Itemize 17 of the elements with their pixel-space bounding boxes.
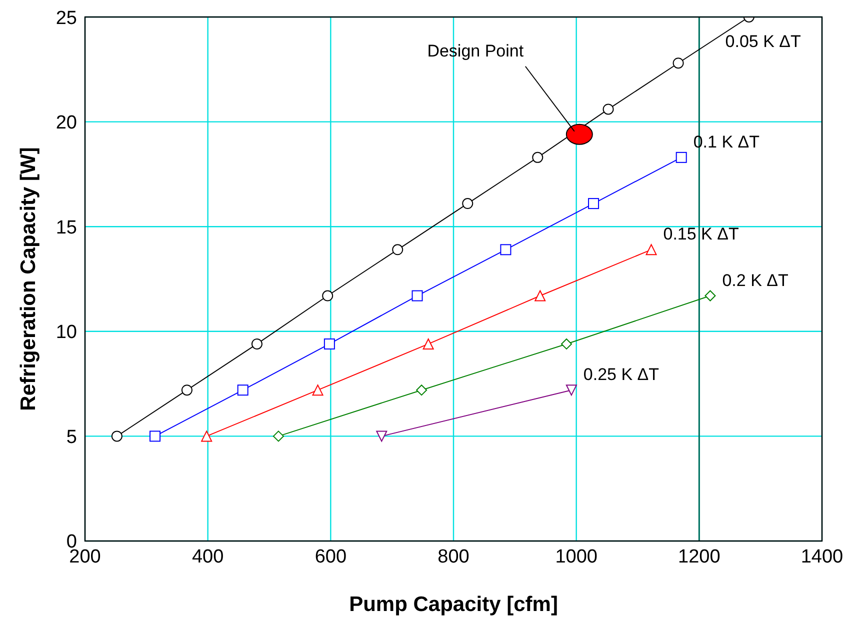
y-tick-label: 25 [56, 8, 77, 29]
series-label: 0.05 K ΔT [725, 32, 801, 51]
series-label: 0.15 K ΔT [663, 224, 739, 244]
x-tick-label: 400 [192, 546, 224, 568]
x-tick-label: 800 [438, 546, 470, 568]
y-axis-title: Refrigeration Capacity [W] [17, 147, 40, 411]
x-tick-label: 1400 [800, 546, 844, 568]
y-tick-label: 15 [56, 217, 77, 238]
series-label: 0.2 K ΔT [722, 270, 788, 290]
series-label: 0.25 K ΔT [583, 365, 660, 384]
x-tick-label: 1200 [678, 546, 720, 568]
x-tick-label: 1000 [555, 546, 598, 568]
y-tick-label: 10 [56, 322, 77, 344]
y-tick-label: 20 [56, 112, 77, 134]
x-tick-label: 600 [314, 546, 347, 568]
y-tick-label: 5 [66, 426, 77, 448]
x-axis-title: Pump Capacity [cfm] [349, 593, 558, 616]
